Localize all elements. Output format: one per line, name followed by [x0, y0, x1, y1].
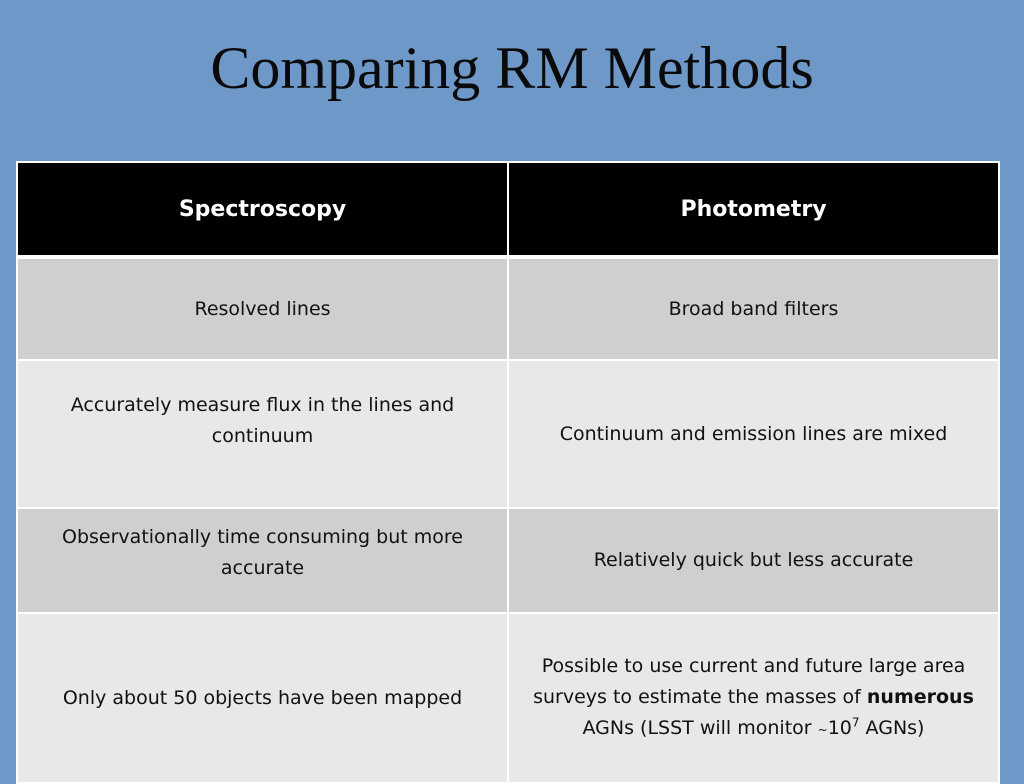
- table-row: Only about 50 objects have been mapped P…: [16, 612, 1000, 784]
- cell-text: Possible to use current and future large…: [533, 654, 966, 708]
- table-cell-lsst: Possible to use current and future large…: [507, 612, 1000, 784]
- table-header-row: Spectroscopy Photometry: [16, 161, 1000, 259]
- table-row: Accurately measure flux in the lines and…: [16, 359, 1000, 509]
- cell-text: AGNs): [859, 716, 925, 739]
- column-header-photometry: Photometry: [507, 161, 1000, 259]
- cell-tilde: ~: [817, 722, 828, 737]
- cell-bold-text: numerous: [866, 685, 974, 708]
- comparison-table: Spectroscopy Photometry Resolved lines B…: [16, 161, 1000, 784]
- table-cell: Observationally time consuming but more …: [16, 507, 509, 614]
- table-cell: Continuum and emission lines are mixed: [507, 359, 1000, 509]
- column-header-spectroscopy: Spectroscopy: [16, 161, 509, 259]
- table-cell: Relatively quick but less accurate: [507, 507, 1000, 614]
- table-cell: Resolved lines: [16, 256, 509, 361]
- slide-title: Comparing RM Methods: [210, 35, 814, 101]
- table-cell: Accurately measure flux in the lines and…: [16, 359, 509, 509]
- table-cell: Broad band filters: [507, 256, 1000, 361]
- table-row: Observationally time consuming but more …: [16, 507, 1000, 614]
- table-row: Resolved lines Broad band filters: [16, 256, 1000, 361]
- cell-base: 10: [827, 716, 852, 739]
- cell-exponent: 7: [851, 715, 860, 730]
- cell-text: AGNs (LSST will monitor: [582, 716, 818, 739]
- table-cell: Only about 50 objects have been mapped: [16, 612, 509, 784]
